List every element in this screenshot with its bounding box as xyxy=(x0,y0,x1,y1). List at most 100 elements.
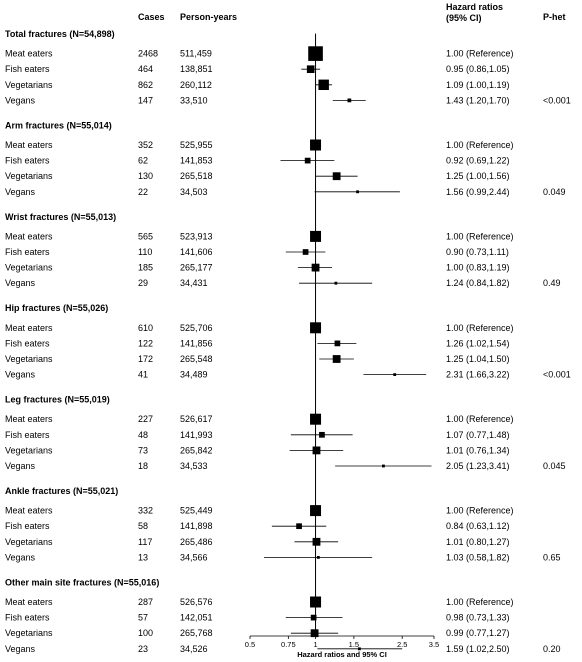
person-years-value: 526,617 xyxy=(180,414,213,424)
hr-point xyxy=(296,523,302,530)
hr-point xyxy=(347,98,352,103)
fracture-group: Arm fractures (N=55,014) Meat eaters 352 52… xyxy=(5,120,566,196)
diet-label: Meat eaters xyxy=(5,506,53,516)
diet-label: Meat eaters xyxy=(5,140,53,150)
group-title: Ankle fractures (N=55,021) xyxy=(5,486,118,496)
table-row: Vegans 29 34,431 1.24 (0.84,1.82) 0.49 xyxy=(5,278,561,288)
diet-label: Vegetarians xyxy=(5,171,53,181)
hr-ci-label: 1.01 (0.80,1.27) xyxy=(446,537,510,547)
cases-value: 2468 xyxy=(138,49,158,59)
x-axis: 0.5 0.75 1 1.5 2.5 3.5 Hazard ratios and 95% C… xyxy=(245,33,439,659)
x-axis-label: Hazard ratios and 95% CI xyxy=(297,650,387,659)
table-row: Fish eaters 110 141,606 0.90 (0.73,1.11) xyxy=(5,247,509,257)
person-years-value: 260,112 xyxy=(180,80,212,90)
cases-value: 29 xyxy=(138,278,148,288)
hr-point xyxy=(310,629,319,638)
table-row: Vegans 23 34,526 1.59 (1.02,2.50) 0.20 xyxy=(5,644,561,654)
phet-value: 0.65 xyxy=(543,552,561,562)
table-row: Vegetarians 185 265,177 1.00 (0.83,1.19) xyxy=(5,263,510,273)
hr-ci-label: 0.92 (0.69,1.22) xyxy=(446,156,510,166)
hr-point xyxy=(334,340,341,347)
hr-ci-label: 0.98 (0.73,1.33) xyxy=(446,613,510,623)
table-row: Vegetarians 130 265,518 1.25 (1.00,1.56) xyxy=(5,171,510,181)
diet-label: Meat eaters xyxy=(5,597,53,607)
diet-label: Meat eaters xyxy=(5,49,53,59)
fracture-group: Ankle fractures (N=55,021) Meat eaters 332… xyxy=(5,486,561,562)
phet-value: 0.20 xyxy=(543,644,561,654)
person-years-value: 525,706 xyxy=(180,323,213,333)
x-tick-label: 1.5 xyxy=(349,640,359,649)
diet-label: Fish eaters xyxy=(5,64,50,74)
cases-value: 58 xyxy=(138,521,148,531)
fracture-group: Wrist fractures (N=55,013) Meat eaters 565… xyxy=(5,212,561,288)
x-tick-label: 0.75 xyxy=(281,640,296,649)
table-row: Fish eaters 58 141,898 0.84 (0.63,1.12) xyxy=(5,521,510,531)
person-years-value: 34,533 xyxy=(180,461,208,471)
cases-value: 62 xyxy=(138,156,148,166)
hr-point xyxy=(316,555,320,559)
cases-value: 110 xyxy=(138,247,152,257)
person-years-value: 34,489 xyxy=(180,370,208,380)
person-years-value: 34,503 xyxy=(180,187,208,197)
table-row: Meat eaters 332 525,449 1.00 (Reference) xyxy=(5,505,514,517)
diet-label: Fish eaters xyxy=(5,156,50,166)
hr-ci-label: 1.25 (1.04,1.50) xyxy=(446,354,510,364)
forest-rows: Total fractures (N=54,898) Meat eaters 246… xyxy=(5,29,571,654)
person-years-value: 141,606 xyxy=(180,247,213,257)
diet-label: Vegans xyxy=(5,552,36,562)
cases-value: 22 xyxy=(138,187,148,197)
table-row: Vegans 147 33,510 1.43 (1.20,1.70) <0.001 xyxy=(5,95,571,105)
hr-point xyxy=(306,65,315,74)
person-years-value: 141,993 xyxy=(180,430,213,440)
group-title: Leg fractures (N=55,019) xyxy=(5,395,110,405)
diet-label: Vegans xyxy=(5,461,36,471)
cases-value: 352 xyxy=(138,140,153,150)
header-ci: (95% CI) xyxy=(446,13,482,23)
cases-value: 13 xyxy=(138,552,148,562)
table-row: Vegans 41 34,489 2.31 (1.66,3.22) <0.001 xyxy=(5,370,571,380)
diet-label: Meat eaters xyxy=(5,323,53,333)
hr-point xyxy=(334,281,338,285)
hr-ci-label: 0.90 (0.73,1.11) xyxy=(446,247,509,257)
person-years-value: 141,856 xyxy=(180,338,213,348)
group-title: Arm fractures (N=55,014) xyxy=(5,120,112,130)
diet-label: Fish eaters xyxy=(5,338,50,348)
hr-point xyxy=(319,431,325,438)
hr-ci-label: 1.00 (Reference) xyxy=(446,140,514,150)
cases-value: 18 xyxy=(138,461,148,471)
fracture-group: Hip fractures (N=55,026) Meat eaters 610 52… xyxy=(5,303,571,379)
diet-label: Fish eaters xyxy=(5,521,50,531)
cases-value: 610 xyxy=(138,323,153,333)
table-row: Fish eaters 62 141,853 0.92 (0.69,1.22) xyxy=(5,156,510,166)
diet-label: Vegans xyxy=(5,187,36,197)
cases-value: 185 xyxy=(138,263,153,273)
cases-value: 287 xyxy=(138,597,153,607)
person-years-value: 34,431 xyxy=(180,278,208,288)
hr-point xyxy=(318,79,329,91)
person-years-value: 265,518 xyxy=(180,171,213,181)
diet-label: Fish eaters xyxy=(5,247,50,257)
hr-ci-label: 0.95 (0.86,1.05) xyxy=(446,64,510,74)
hr-ci-label: 1.00 (Reference) xyxy=(446,414,514,424)
hr-ci-label: 0.84 (0.63,1.12) xyxy=(446,521,510,531)
cases-value: 172 xyxy=(138,354,153,364)
diet-label: Vegans xyxy=(5,370,36,380)
phet-value: 0.49 xyxy=(543,278,561,288)
person-years-value: 138,851 xyxy=(180,64,213,74)
table-row: Fish eaters 464 138,851 0.95 (0.86,1.05) xyxy=(5,64,510,74)
cases-value: 48 xyxy=(138,430,148,440)
hr-point xyxy=(332,355,341,363)
cases-value: 227 xyxy=(138,414,153,424)
phet-value: <0.001 xyxy=(543,370,571,380)
cases-value: 565 xyxy=(138,231,153,241)
table-row: Meat eaters 287 526,576 1.00 (Reference) xyxy=(5,596,514,608)
hr-point xyxy=(382,464,385,468)
hr-ci-label: 1.00 (Reference) xyxy=(446,597,514,607)
group-title: Wrist fractures (N=55,013) xyxy=(5,212,116,222)
hr-ci-label: 1.01 (0.76,1.34) xyxy=(446,445,510,455)
hr-point xyxy=(310,614,317,621)
diet-label: Fish eaters xyxy=(5,613,50,623)
x-tick-label: 2.5 xyxy=(397,640,407,649)
table-row: Meat eaters 565 523,913 1.00 (Reference) xyxy=(5,230,514,242)
